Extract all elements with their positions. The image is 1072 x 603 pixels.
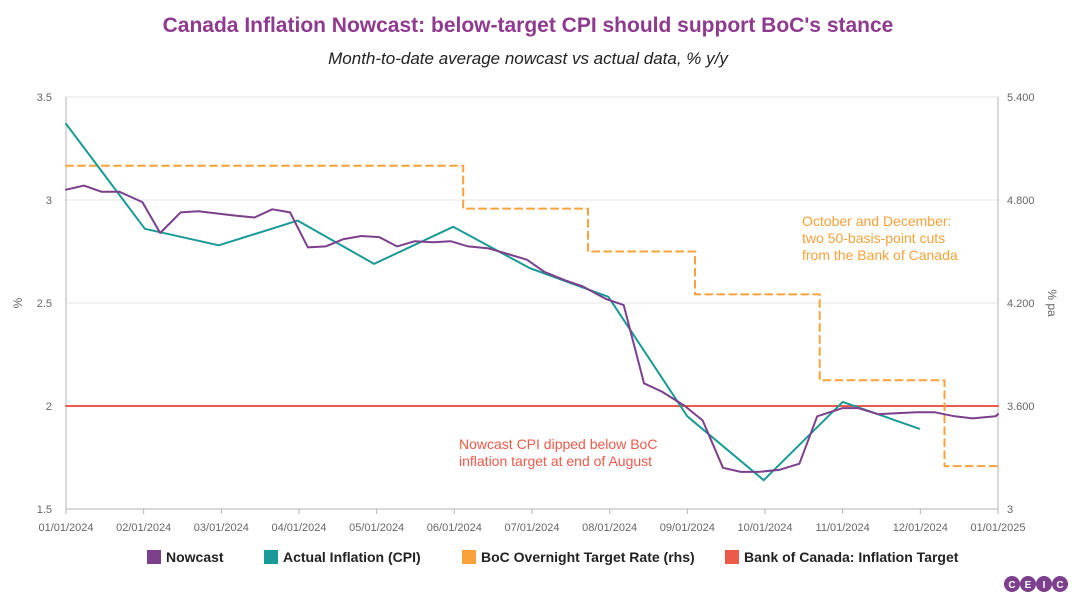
y2-tick-label: 3 — [1007, 504, 1013, 516]
cpi-line — [65, 122, 921, 482]
x-tick-label: 10/01/2024 — [737, 522, 792, 534]
chart-title: Canada Inflation Nowcast: below-target C… — [163, 14, 894, 37]
nowcast-line — [65, 184, 999, 473]
y-tick-label: 2.5 — [37, 298, 52, 310]
legend-swatch — [725, 550, 739, 564]
y2-tick-label: 4.800 — [1007, 195, 1035, 207]
series-lines — [65, 122, 999, 482]
x-tick-label: 07/01/2024 — [504, 522, 559, 534]
annotation-line: Nowcast CPI dipped below BoC — [459, 436, 657, 452]
x-tick-label: 09/01/2024 — [660, 522, 715, 534]
logo-letter: C — [1056, 580, 1063, 591]
annotation-line: two 50-basis-point cuts — [802, 230, 945, 246]
legend-label: BoC Overnight Target Rate (rhs) — [481, 549, 695, 565]
x-tick-label: 05/01/2024 — [349, 522, 404, 534]
x-tick-label: 03/01/2024 — [194, 522, 249, 534]
legend-label: Nowcast — [166, 549, 224, 565]
y-axis-title: % — [11, 297, 25, 308]
annotation-line: October and December: — [802, 213, 951, 229]
y-tick-label: 2 — [46, 401, 52, 413]
annotation-line: inflation target at end of August — [459, 453, 652, 469]
annotation-boc-cuts: October and December: two 50-basis-point … — [802, 213, 958, 263]
logo-circle — [1020, 576, 1036, 592]
legend-label: Actual Inflation (CPI) — [283, 549, 421, 565]
legend-swatch — [147, 550, 161, 564]
legend-label: Bank of Canada: Inflation Target — [744, 549, 959, 565]
logo-circle — [1004, 576, 1020, 592]
annotations: October and December: two 50-basis-point … — [459, 213, 958, 469]
logo-circle — [1052, 576, 1068, 592]
y-tick-label: 3 — [46, 195, 52, 207]
legend: Nowcast Actual Inflation (CPI) BoC Overnig… — [147, 549, 959, 565]
logo-letter: E — [1025, 580, 1032, 591]
boc-rate-line — [65, 164, 999, 468]
x-tick-label: 01/01/2025 — [970, 522, 1025, 534]
logo-letter: I — [1043, 580, 1046, 591]
annotation-nowcast-dip: Nowcast CPI dipped below BoC inflation ta… — [459, 436, 657, 469]
logo-letter: C — [1008, 580, 1015, 591]
y2-tick-label: 4.200 — [1007, 298, 1035, 310]
x-tick-label: 01/01/2024 — [38, 522, 93, 534]
axes: 1.5 2 2.5 3 3.5 3 3.600 4.200 4.800 5.400 01/01/20… — [11, 92, 1059, 534]
x-tick-label: 12/01/2024 — [893, 522, 948, 534]
x-tick-label: 04/01/2024 — [271, 522, 326, 534]
y-tick-label: 3.5 — [37, 92, 52, 104]
x-tick-label: 11/01/2024 — [816, 522, 870, 534]
x-tick-label: 06/01/2024 — [427, 522, 482, 534]
legend-swatch — [462, 550, 476, 564]
logo-circle — [1036, 576, 1052, 592]
annotation-line: from the Bank of Canada — [802, 247, 958, 263]
x-tick-label: 02/01/2024 — [116, 522, 171, 534]
y2-tick-label: 3.600 — [1007, 401, 1035, 413]
x-tick-label: 08/01/2024 — [582, 522, 637, 534]
chart-subtitle: Month-to-date average nowcast vs actual … — [328, 49, 729, 68]
y2-axis-title: % pa — [1045, 289, 1059, 317]
y-tick-label: 1.5 — [37, 504, 52, 516]
legend-swatch — [264, 550, 278, 564]
y2-tick-label: 5.400 — [1007, 92, 1035, 104]
